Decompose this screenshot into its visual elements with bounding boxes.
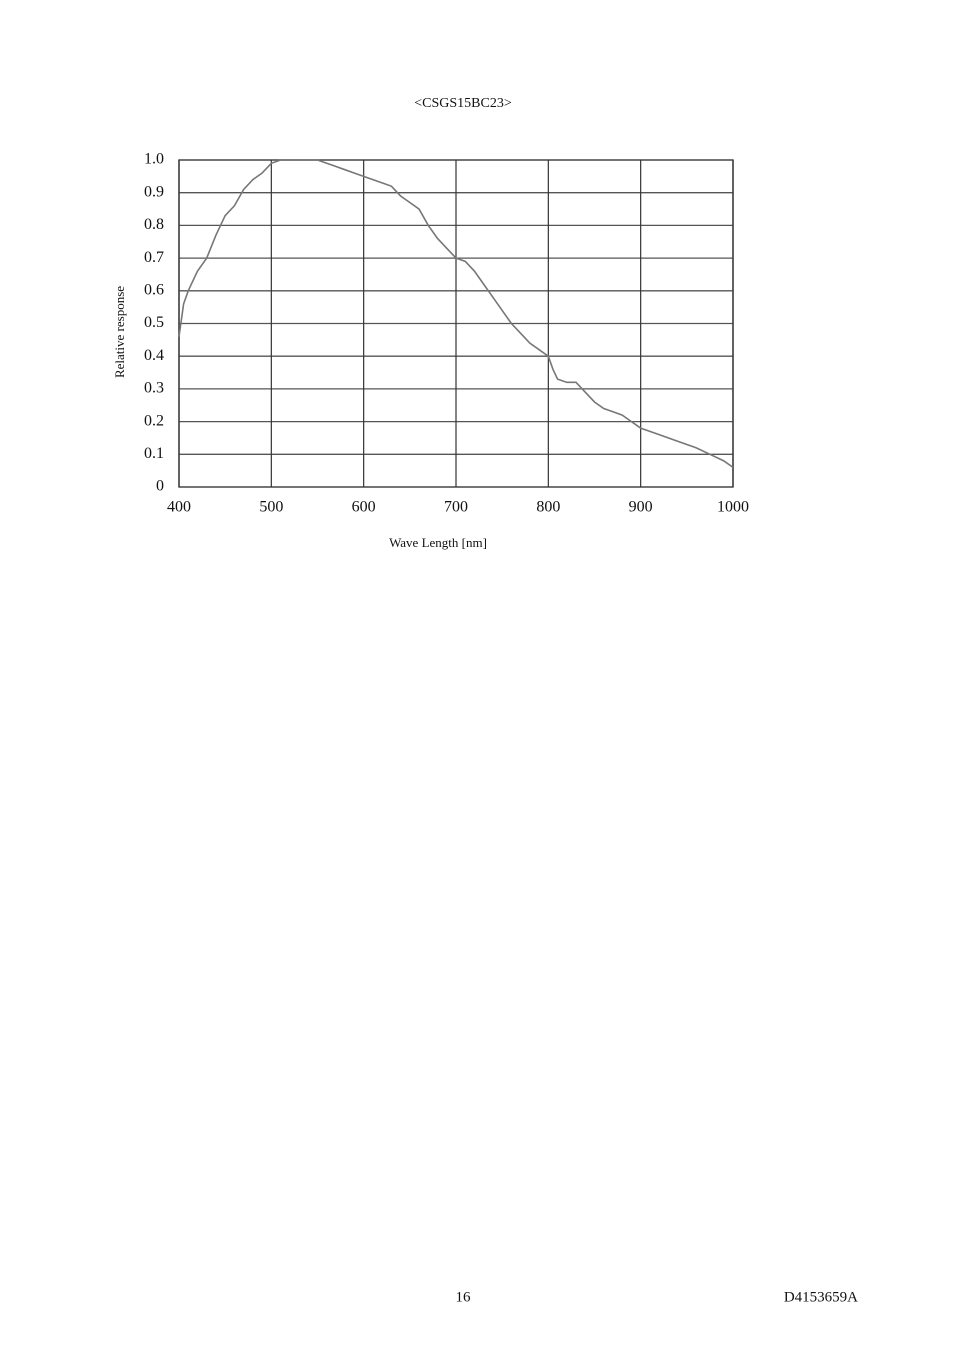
y-axis-label: Relative response <box>112 286 127 378</box>
x-tick-label: 1000 <box>717 499 749 516</box>
x-axis-label: Wave Length [nm] <box>389 535 487 550</box>
x-tick-label: 600 <box>352 499 376 516</box>
y-tick-label: 0.6 <box>144 281 164 298</box>
y-tick-label: 0.4 <box>144 347 164 364</box>
chart-title: <CSGS15BC23> <box>414 96 512 111</box>
y-tick-label: 0.1 <box>144 445 164 462</box>
document-id: D4153659A <box>784 1289 858 1305</box>
y-tick-label: 0.2 <box>144 412 164 429</box>
y-tick-label: 0.5 <box>144 314 164 331</box>
page-number: 16 <box>456 1289 472 1305</box>
x-tick-label: 800 <box>536 499 560 516</box>
y-tick-label: 0 <box>156 478 164 495</box>
x-tick-label: 900 <box>629 499 653 516</box>
response-curve <box>178 159 734 469</box>
x-tick-label: 500 <box>259 499 283 516</box>
y-tick-label: 0.3 <box>144 380 164 397</box>
y-tick-label: 0.7 <box>144 249 164 266</box>
x-tick-label: 400 <box>167 499 191 516</box>
y-tick-label: 1.0 <box>144 151 164 168</box>
y-tick-label: 0.9 <box>144 183 164 200</box>
y-tick-label: 0.8 <box>144 216 164 233</box>
x-tick-label: 700 <box>444 499 468 516</box>
